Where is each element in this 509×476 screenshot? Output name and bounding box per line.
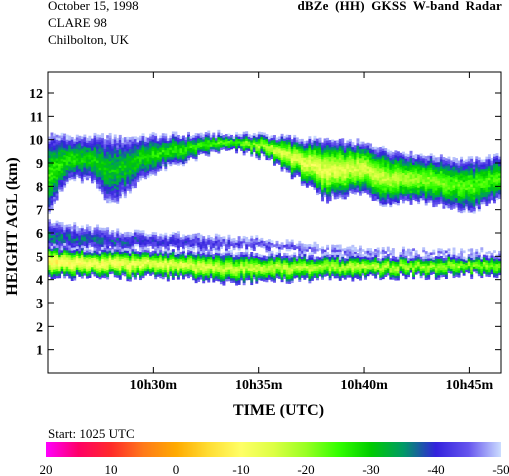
y-tick-label: 8 (36, 180, 43, 195)
colorbar-gradient (46, 442, 501, 457)
y-tick-label: 10 (29, 134, 43, 149)
colorbar-tick-label: -40 (427, 462, 444, 476)
colorbar-tick-label: -30 (362, 462, 379, 476)
colorbar-tick-label: 10 (105, 462, 118, 476)
y-tick-label: 6 (36, 227, 43, 242)
colorbar-tick-label: 0 (173, 462, 180, 476)
cloud-layer-1 (48, 129, 501, 214)
y-tick-label: 9 (36, 157, 43, 172)
y-tick-label: 5 (36, 250, 43, 265)
campaign-label: CLARE 98 (48, 15, 107, 30)
y-tick-label: 4 (36, 274, 43, 289)
y-tick-label: 11 (30, 110, 43, 125)
cloud-layer-3 (48, 243, 501, 286)
x-tick-label: 10h35m (235, 378, 283, 393)
colorbar-tick-label: 20 (40, 462, 53, 476)
start-time-label: Start: 1025 UTC (48, 426, 135, 441)
colorbar-tick-label: -50 (492, 462, 509, 476)
x-axis-title: TIME (UTC) (233, 402, 324, 419)
date-label: October 15, 1998 (48, 0, 139, 13)
y-tick-label: 12 (29, 87, 43, 102)
y-tick-label: 1 (36, 344, 43, 359)
site-label: Chilbolton, UK (48, 32, 129, 47)
reflectivity-layers (48, 129, 501, 286)
y-axis-title: HEIGHT AGL (km) (4, 157, 21, 295)
colorbar: 20 10 0 -10 -20 -30 -40 -50 (40, 442, 509, 476)
x-tick-label: 10h30m (130, 378, 178, 393)
y-tick-label: 7 (36, 204, 43, 219)
colorbar-tick-label: -10 (232, 462, 249, 476)
x-tick-label: 10h45m (446, 378, 494, 393)
y-tick-label: 2 (36, 320, 43, 335)
chart-title: dBZe (HH) GKSS W-band Radar (297, 0, 502, 13)
x-tick-label: 10h40m (340, 378, 388, 393)
colorbar-tick-label: -20 (297, 462, 314, 476)
y-tick-label: 3 (36, 297, 43, 312)
header-info: October 15, 1998 CLARE 98 Chilbolton, UK (48, 0, 139, 48)
plot-frame (47, 71, 502, 374)
